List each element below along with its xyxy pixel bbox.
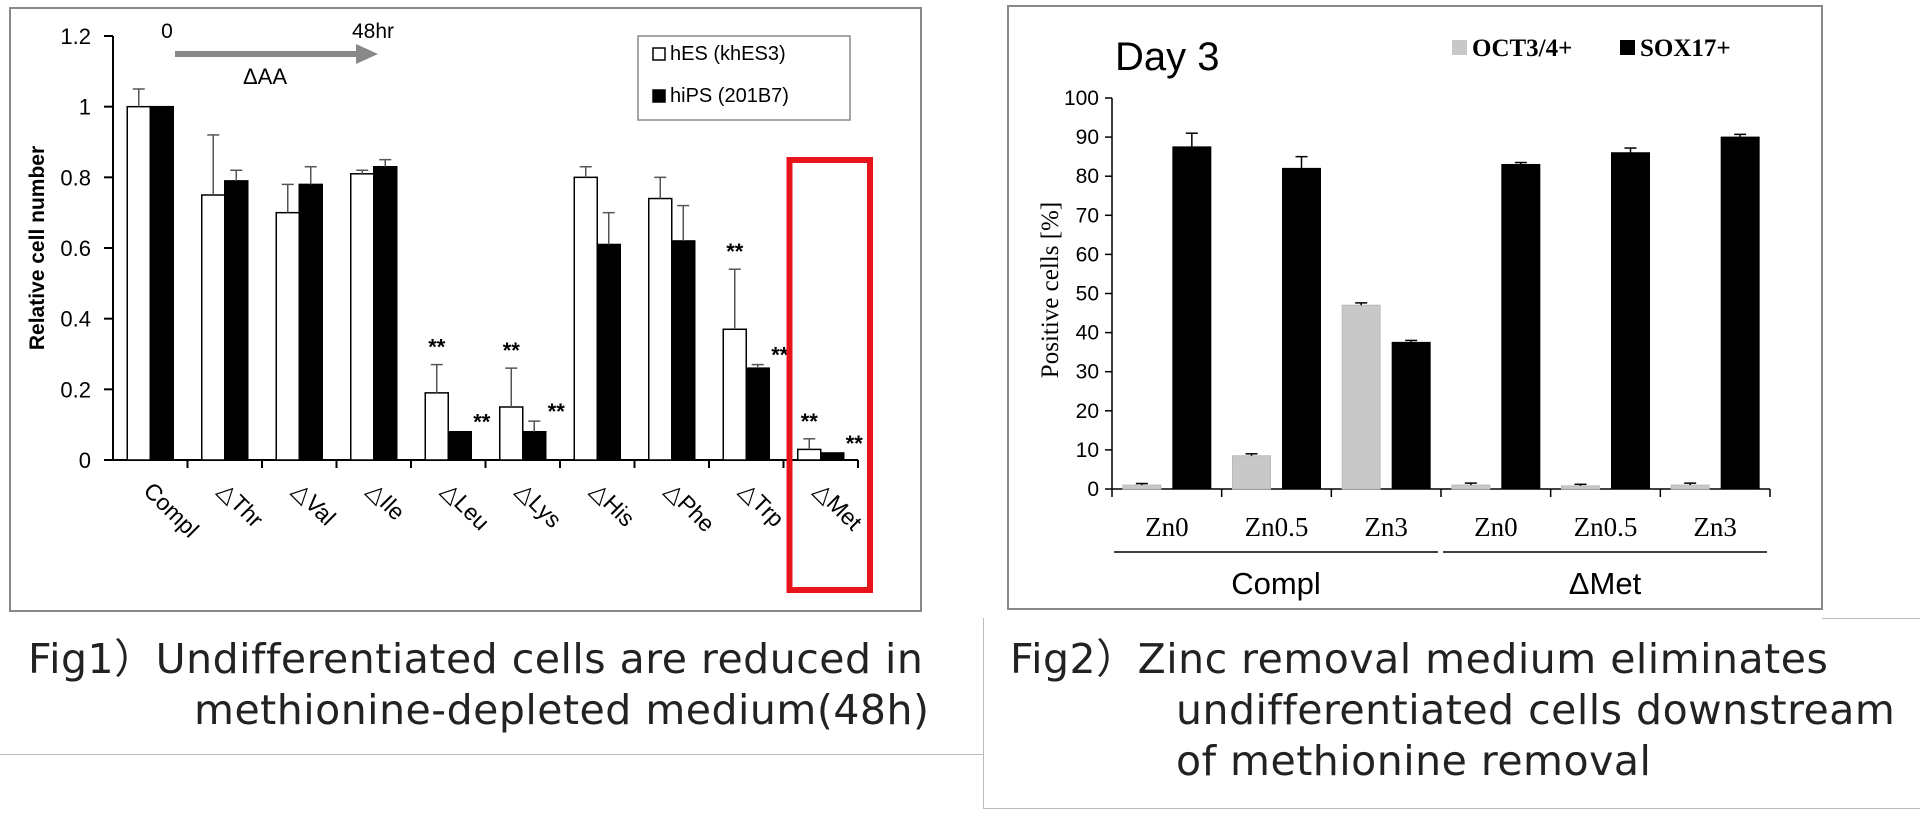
fig1-y-tick-label: 0.4 [60, 307, 91, 332]
fig2-group-label: Compl [1231, 566, 1321, 601]
fig2-caption-line-3: of methionine removal [1176, 737, 1652, 785]
rule-fig2-frame-right [1822, 618, 1920, 619]
fig1-legend-swatch [652, 89, 666, 103]
fig1-bar [201, 194, 226, 461]
fig1-significance-mark: ** [846, 431, 864, 456]
fig1-bar [820, 452, 845, 461]
fig1-timeline-arrowhead [356, 44, 378, 64]
fig2-y-tick-label: 70 [1076, 204, 1099, 227]
fig2-frame [1007, 5, 1823, 610]
fig1-bar [350, 173, 375, 461]
fig1-caption-line-2: methionine-depleted medium(48h) [194, 686, 930, 734]
fig1-bar [149, 105, 174, 461]
fig1-timeline-start: 0 [161, 20, 173, 43]
fig1-bar [573, 176, 598, 461]
fig2-group-label: ΔMet [1569, 566, 1642, 601]
fig2-bar [1501, 163, 1541, 490]
fig2-x-tick-label: Zn0 [1145, 512, 1189, 542]
fig1-y-tick-label: 0 [79, 448, 91, 473]
fig1-bar [745, 367, 770, 461]
fig1-bar [424, 392, 449, 461]
fig2-bar [1341, 304, 1381, 490]
fig1-bar [224, 180, 249, 461]
fig2-x-tick-label: Zn0.5 [1574, 512, 1638, 542]
fig1-bar [298, 183, 323, 461]
fig2-bar [1451, 484, 1491, 490]
fig2-legend-label: SOX17+ [1640, 35, 1731, 62]
fig2-title: Day 3 [1115, 35, 1220, 79]
fig1-y-tick-label: 0.2 [60, 377, 91, 402]
fig2-y-tick-label: 0 [1087, 478, 1099, 501]
fig1-y-axis-label: Relative cell number [26, 146, 49, 350]
fig1-significance-mark: ** [503, 338, 521, 363]
fig2-y-tick-label: 80 [1076, 165, 1099, 188]
fig1-legend-label: hiPS (201B7) [670, 85, 789, 107]
fig1-significance-mark: ** [726, 239, 744, 264]
fig2-legend-swatch [1620, 40, 1635, 55]
fig2-chart: Day 3 0 10 20 30 40 50 60 70 80 90 100 Positive cell… [1037, 35, 1771, 601]
fig1-bar [596, 243, 621, 461]
fig2-y-tick-label: 20 [1076, 400, 1099, 423]
fig2-x-tick-label: Zn0 [1474, 512, 1518, 542]
fig1-significance-mark: ** [771, 343, 789, 368]
fig2-y-tick-label: 40 [1076, 322, 1099, 345]
fig1-bar [373, 165, 398, 461]
fig1-bar [648, 197, 673, 461]
fig1-legend-swatch [652, 47, 666, 61]
fig2-bar [1391, 341, 1431, 490]
fig2-x-tick-label: Zn0.5 [1245, 512, 1309, 542]
fig1-significance-mark: ** [428, 335, 446, 360]
fig1-caption-line-1: Fig1）Undifferentiated cells are reduced … [28, 635, 924, 683]
fig1-y-tick-label: 0.6 [60, 236, 91, 261]
fig1-significance-mark: ** [548, 399, 566, 424]
fig2-x-tick-label: Zn3 [1364, 512, 1408, 542]
fig1-bar [499, 406, 524, 461]
fig2-legend-label: OCT3/4+ [1472, 35, 1572, 62]
fig2-legend-swatch [1452, 40, 1467, 55]
fig2-bar [1670, 484, 1710, 490]
fig2-caption-line-1: Fig2）Zinc removal medium eliminates [1010, 635, 1829, 683]
fig2-y-tick-label: 100 [1064, 87, 1099, 110]
fig1-timeline-end: 48hr [352, 20, 394, 43]
fig2-y-tick-label: 90 [1076, 126, 1099, 149]
fig1-y-tick-label: 0.8 [60, 165, 91, 190]
fig2-y-tick-label: 50 [1076, 283, 1099, 306]
rule-fig2-caption-left [983, 618, 984, 808]
fig2-caption-line-2: undifferentiated cells downstream [1176, 686, 1896, 734]
fig1-bar [447, 430, 472, 461]
fig1-bar [126, 105, 151, 461]
fig1-y-tick-label: 1.2 [60, 24, 91, 49]
fig1-highlight-box [786, 157, 873, 593]
fig1-y-tick-label: 1 [79, 95, 91, 120]
fig1-bar [797, 448, 822, 461]
fig2-y-axis-label: Positive cells [%] [1037, 202, 1064, 378]
fig2-y-tick-label: 10 [1076, 439, 1099, 462]
fig2-bar [1561, 485, 1600, 490]
fig2-bar [1172, 146, 1212, 490]
fig1-bar [275, 211, 300, 461]
fig2-x-tick-label: Zn3 [1693, 512, 1737, 542]
fig2-bar [1232, 455, 1271, 490]
fig2-bar [1611, 152, 1650, 490]
fig2-bar [1122, 484, 1162, 490]
fig2-bar [1720, 136, 1760, 490]
fig1-bar [522, 430, 547, 461]
fig1-bar [722, 328, 747, 461]
fig1-significance-mark: ** [473, 410, 491, 435]
fig2-bar [1282, 167, 1321, 490]
fig1-bar [671, 240, 696, 461]
rule-fig1-caption-bottom [0, 754, 983, 755]
fig1-timeline-label: ΔAA [243, 64, 287, 89]
fig1-legend-box [637, 35, 851, 121]
fig2-y-tick-label: 60 [1076, 243, 1099, 266]
fig1-significance-mark: ** [801, 409, 819, 434]
fig2-y-tick-label: 30 [1076, 361, 1099, 384]
rule-fig2-caption-bottom [983, 808, 1920, 809]
fig1-legend-label: hES (khES3) [670, 43, 786, 65]
